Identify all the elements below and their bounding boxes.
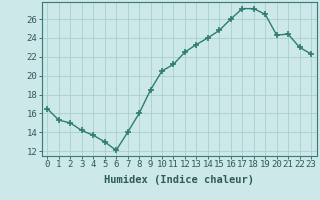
X-axis label: Humidex (Indice chaleur): Humidex (Indice chaleur): [104, 175, 254, 185]
